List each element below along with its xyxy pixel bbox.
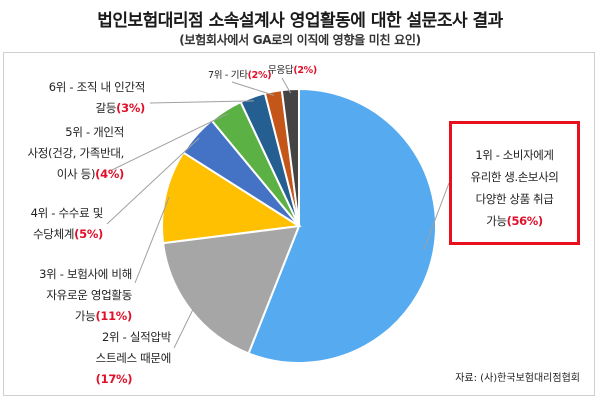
- leader-line-7: [231, 81, 275, 96]
- slice-label-3: 3위 - 보험사에 비해 자유로운 영업활동 가능(11%): [39, 267, 132, 323]
- leader-line-6: [149, 100, 254, 104]
- source-note: 자료: (사)한국보험대리점협회: [455, 373, 580, 384]
- pie-slice-8: [280, 87, 300, 227]
- leader-line-1: [423, 182, 450, 250]
- chart-subtitle: (보험회사에서 GA로의 이직에 영향을 미친 요인): [179, 33, 421, 47]
- chart-frame: [3, 52, 595, 396]
- slice-label-no-response: 무응답(2%): [268, 65, 317, 76]
- slice-label-5: 5위 - 개인적 사정(건강, 가족반대, 이사 등)(4%): [27, 125, 125, 181]
- leader-line-4: [106, 137, 200, 225]
- slice-label-7: 7위 - 기타(2%): [208, 70, 272, 81]
- leader-line-3: [134, 196, 170, 284]
- pie-slice-1: [247, 87, 437, 364]
- slice-label-6: 6위 - 조직 내 인간적 갈등(3%): [48, 80, 146, 115]
- slice-label-1: 1위 - 소비자에게 유리한 생.손보사의 다양한 상품 취급 가능(56%): [470, 148, 559, 228]
- leader-line-2: [173, 307, 195, 349]
- slice-label-4: 4위 - 수수료 및 수당체계(5%): [30, 206, 104, 241]
- pie-slice-2: [161, 224, 301, 355]
- slice-label-2: 2위 - 실적압박 스트레스 때문에 (17%): [95, 330, 172, 386]
- highlight-box: [449, 121, 580, 245]
- chart-title: 법인보험대리점 소속설계사 영업활동에 대한 설문조사 결과: [97, 11, 503, 31]
- leader-line-8: [281, 77, 292, 94]
- leader-line-5: [111, 113, 228, 171]
- pie-slice-3: [161, 151, 302, 245]
